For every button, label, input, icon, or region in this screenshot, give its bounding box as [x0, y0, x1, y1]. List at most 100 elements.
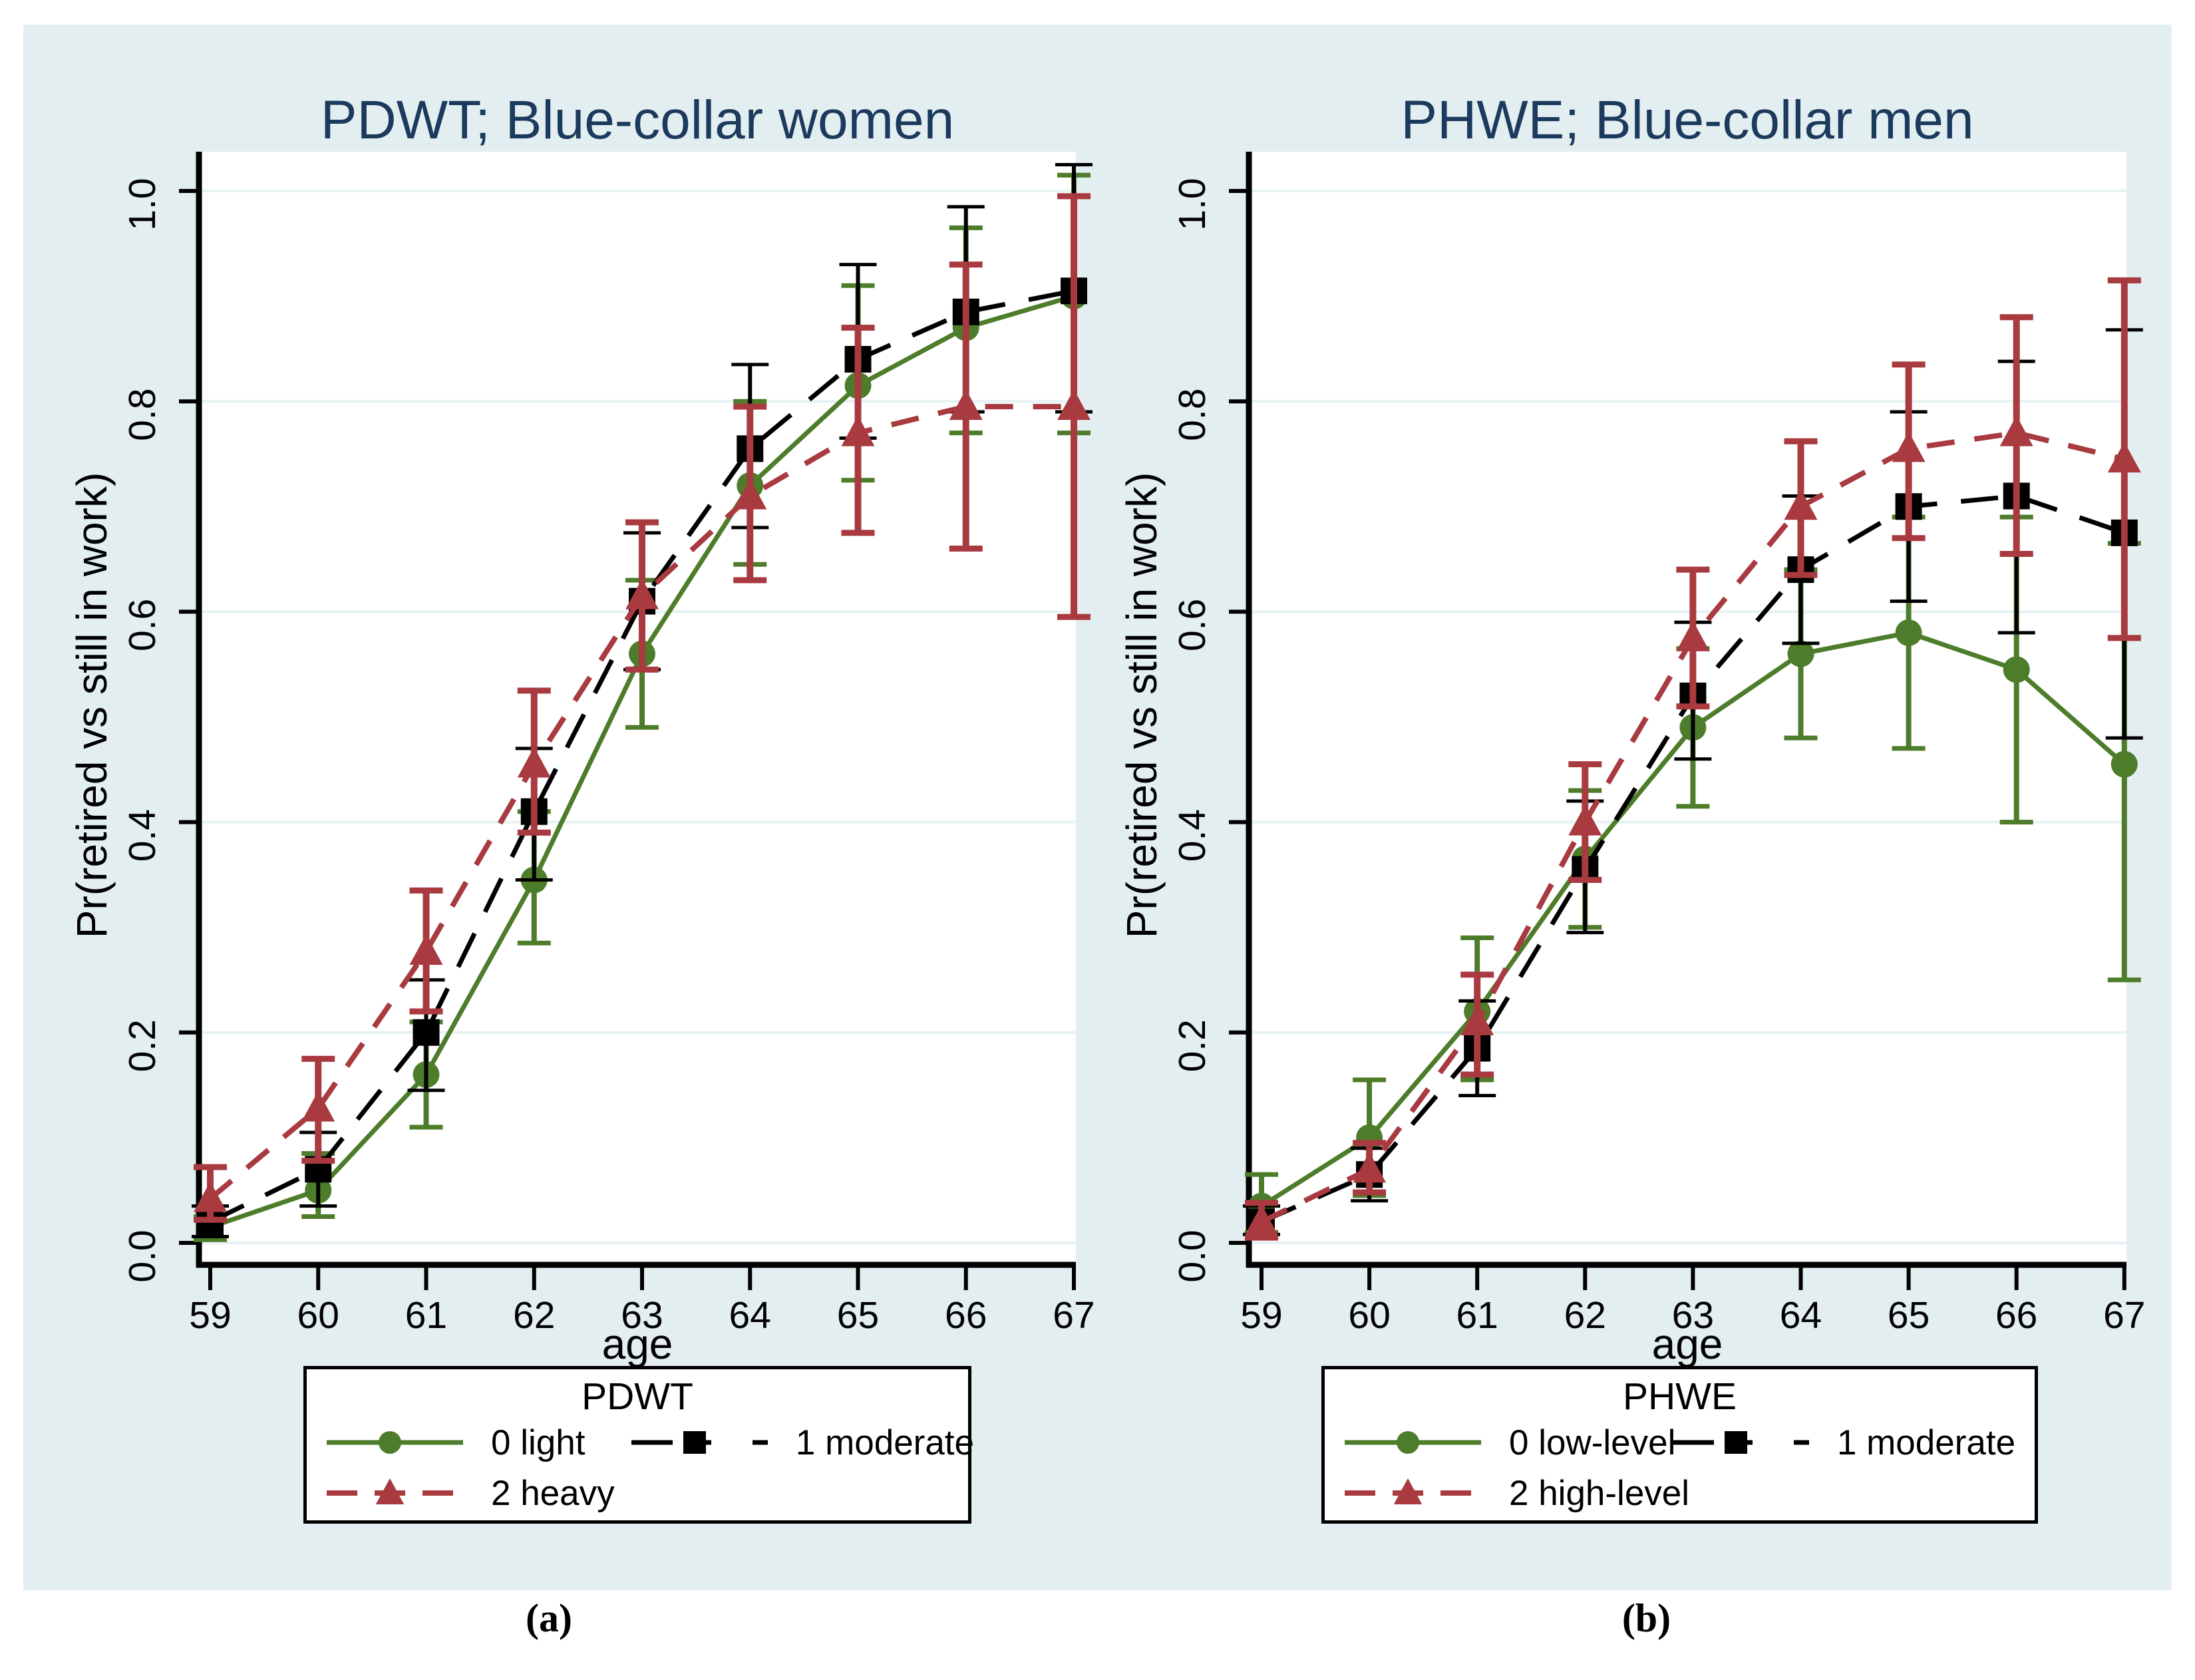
- x-tick-label: 61: [405, 1294, 447, 1337]
- data-point-circle: [1787, 640, 1814, 667]
- data-point-circle: [379, 1431, 401, 1454]
- chart-title-a: PDWT; Blue-collar women: [321, 90, 954, 150]
- legend-pdwt: PDWT 0 light 1 moderate 2 heavy: [303, 1366, 974, 1524]
- legend-label: 1 moderate: [795, 1423, 975, 1462]
- legend-label: 1 moderate: [1836, 1423, 2016, 1462]
- y-tick-label: 0.0: [1171, 1230, 1214, 1282]
- legend-item-1-moderate: 1 moderate: [631, 1417, 974, 1468]
- legend-items-phwe: 0 low-level 1 moderate 2 high-level: [1325, 1417, 2035, 1518]
- legend-sample-1-moderate-icon: [1672, 1431, 1809, 1454]
- legend-item-0-low-level: 0 low-level: [1345, 1417, 1676, 1468]
- y-axis-label-a: Pr(retired vs still in work): [68, 472, 116, 939]
- y-tick-label: 0.2: [121, 1019, 164, 1072]
- series-line: [208, 404, 1074, 1201]
- y-tick-label: 0.6: [1171, 599, 1214, 651]
- legend-phwe: PHWE 0 low-level 1 moderate 2 high-level: [1321, 1366, 2038, 1524]
- y-tick-label: 0.6: [121, 599, 164, 651]
- panel-label-b: (b): [1098, 1596, 2195, 1675]
- legend-label: 0 light: [491, 1423, 586, 1462]
- data-point-triangle: [949, 389, 983, 420]
- series-2-high-level: [1245, 277, 2141, 1241]
- panel-pdwt-women: 0.0 0.2 0.4 0.6 0.8 1.0 59 60 61 62 63 64 65 66 67 PDW…: [68, 90, 1095, 1368]
- data-point-triangle: [1460, 1004, 1494, 1035]
- data-point-triangle: [2107, 442, 2141, 473]
- x-tick-label: 61: [1456, 1294, 1498, 1337]
- legend-label: 0 low-level: [1509, 1423, 1676, 1462]
- data-point-triangle: [1568, 804, 1602, 836]
- x-tick-label: 62: [1564, 1294, 1606, 1337]
- series-2-heavy: [194, 193, 1091, 1223]
- y-tick-label: 0.4: [121, 809, 164, 862]
- y-tick-label: 0.0: [121, 1230, 164, 1282]
- plot-layer-b: 0.0 0.2 0.4 0.6 0.8 1.0 59 60 61 62 63 64 65 66 67: [1171, 152, 2146, 1337]
- legend-sample-0-low-level-icon: [1345, 1431, 1481, 1454]
- x-tick-label: 67: [2103, 1294, 2145, 1337]
- x-axis-label-b: age: [1652, 1320, 1723, 1368]
- x-tick-label: 64: [1780, 1294, 1822, 1337]
- legend-items-pdwt: 0 light 1 moderate 2 heavy: [307, 1417, 974, 1518]
- data-point-triangle: [1676, 620, 1710, 651]
- x-tick-label: 64: [729, 1294, 771, 1337]
- legend-sample-2-heavy-icon: [327, 1478, 463, 1504]
- y-tick-label: 1.0: [1171, 178, 1214, 230]
- x-tick-label: 63: [621, 1294, 663, 1337]
- plot-area-a: [199, 152, 1076, 1265]
- data-point-circle: [1895, 619, 1922, 647]
- panel-phwe-men: 0.0 0.2 0.4 0.6 0.8 1.0 59 60 61 62 63 64 65 66 67 PHW…: [1118, 90, 2146, 1368]
- x-tick-label: 59: [1240, 1294, 1282, 1337]
- data-point-triangle: [733, 478, 767, 510]
- legend-label: 2 heavy: [491, 1473, 615, 1513]
- data-point-triangle: [1784, 489, 1818, 520]
- legend-title-phwe: PHWE: [1623, 1375, 1737, 1418]
- x-tick-label: 60: [297, 1294, 339, 1337]
- data-point-square: [413, 1019, 440, 1046]
- y-tick-label: 0.2: [1171, 1019, 1214, 1072]
- x-tick-label: 66: [945, 1294, 987, 1337]
- legend-title-pdwt: PDWT: [582, 1375, 693, 1418]
- data-point-triangle: [1393, 1478, 1423, 1504]
- legend-sample-2-high-level-icon: [1345, 1478, 1481, 1504]
- panel-label-a-text: (a): [526, 1596, 572, 1640]
- legend-item-2-heavy: 2 heavy: [327, 1468, 631, 1518]
- data-point-triangle: [409, 934, 443, 965]
- x-tick-label: 65: [1888, 1294, 1930, 1337]
- legend-item-0-light: 0 light: [327, 1417, 631, 1468]
- data-point-circle: [2003, 656, 2030, 683]
- data-point-square: [683, 1431, 706, 1454]
- y-tick-label: 0.8: [1171, 389, 1214, 441]
- x-tick-label: 65: [837, 1294, 879, 1337]
- x-tick-label: 67: [1053, 1294, 1095, 1337]
- legend-sample-1-moderate-icon: [631, 1431, 768, 1454]
- legend-item-2-high-level: 2 high-level: [1345, 1468, 1689, 1518]
- y-tick-label: 1.0: [121, 178, 164, 230]
- x-tick-label: 59: [189, 1294, 231, 1337]
- data-point-circle: [2111, 751, 2138, 778]
- panel-label-b-text: (b): [1621, 1596, 1671, 1640]
- chart-title-b: PHWE; Blue-collar men: [1401, 90, 1973, 150]
- data-point-triangle: [1892, 431, 1926, 462]
- data-point-triangle: [517, 747, 551, 778]
- plot-layer-a: 0.0 0.2 0.4 0.6 0.8 1.0 59 60 61 62 63 64 65 66 67: [121, 152, 1095, 1337]
- data-point-square: [1724, 1431, 1747, 1454]
- x-tick-label: 60: [1348, 1294, 1390, 1337]
- y-axis-label-b: Pr(retired vs still in work): [1118, 472, 1166, 939]
- legend-sample-0-light-icon: [327, 1431, 463, 1454]
- panel-label-a: (a): [0, 1596, 1098, 1675]
- data-point-triangle: [841, 415, 875, 446]
- data-point-triangle: [1057, 389, 1091, 420]
- y-tick-label: 0.8: [121, 389, 164, 441]
- x-axis-label-a: age: [602, 1320, 673, 1368]
- data-point-triangle: [375, 1478, 405, 1504]
- data-point-triangle: [1353, 1152, 1387, 1183]
- data-point-triangle: [1999, 415, 2033, 446]
- data-point-triangle: [1245, 1204, 1278, 1236]
- x-tick-label: 63: [1672, 1294, 1714, 1337]
- data-point-triangle: [194, 1181, 227, 1212]
- y-tick-label: 0.4: [1171, 809, 1214, 862]
- data-point-triangle: [625, 578, 659, 609]
- x-tick-label: 62: [513, 1294, 555, 1337]
- data-point-triangle: [301, 1091, 335, 1122]
- x-tick-label: 66: [1995, 1294, 2037, 1337]
